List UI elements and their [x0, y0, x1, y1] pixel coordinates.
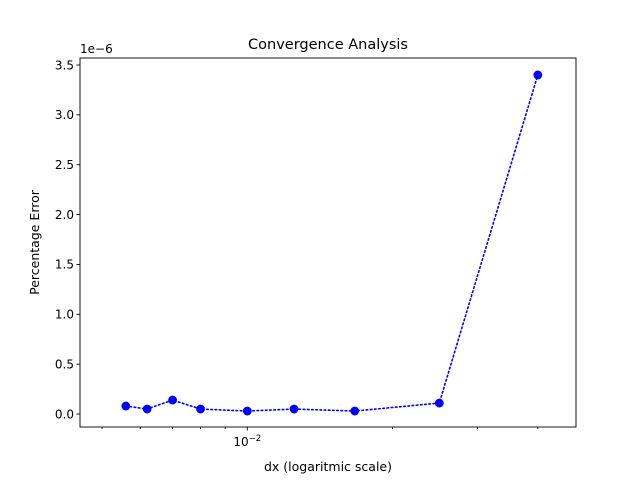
- data-point: [434, 398, 444, 408]
- axis-ticks: 0.0 0.5 1.0 1.5 2.0 2.5 3.0 3.5 10−2: [55, 58, 539, 449]
- data-point: [350, 406, 360, 416]
- series-line: [125, 74, 539, 412]
- y-axis-label: Percentage Error: [27, 189, 42, 295]
- x-tick-label: 10−2: [233, 434, 261, 449]
- y-tick-label: 2.5: [55, 158, 74, 172]
- data-point: [196, 404, 205, 414]
- chart-title: Convergence Analysis: [248, 37, 408, 53]
- y-axis-offset-label: 1e−6: [80, 42, 113, 56]
- x-axis-label: dx (logaritmic scale): [264, 459, 392, 474]
- data-point: [242, 406, 252, 416]
- y-tick-label: 0.0: [55, 407, 74, 421]
- y-tick-label: 3.5: [55, 58, 74, 72]
- data-point: [121, 401, 131, 411]
- plot-area: [121, 70, 543, 416]
- data-point: [168, 395, 177, 405]
- y-tick-label: 1.5: [55, 258, 74, 272]
- y-tick-label: 3.0: [55, 108, 74, 122]
- data-point: [289, 404, 299, 414]
- data-point: [142, 404, 152, 414]
- y-tick-label: 1.0: [55, 308, 74, 322]
- y-tick-label: 2.0: [55, 208, 74, 222]
- data-point: [533, 70, 543, 80]
- axes-frame: [79, 57, 577, 428]
- y-tick-label: 0.5: [55, 357, 74, 371]
